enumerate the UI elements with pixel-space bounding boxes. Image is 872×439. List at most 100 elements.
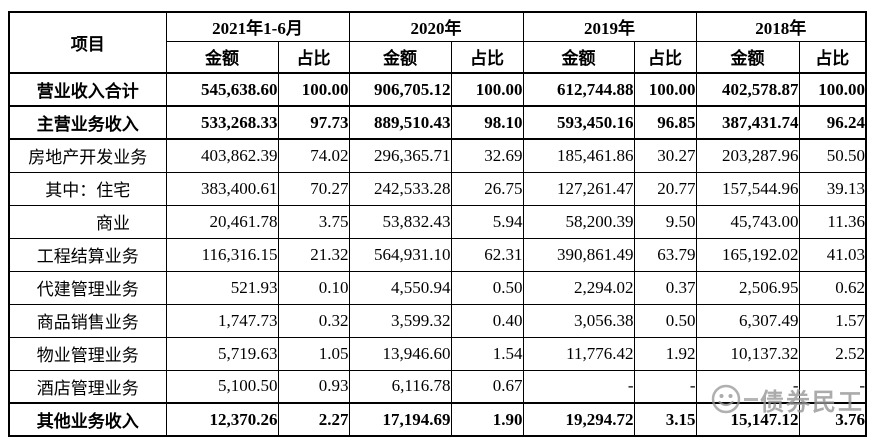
ratio-cell: 96.24 xyxy=(798,105,867,140)
amount-cell: - xyxy=(522,369,635,404)
amount-cell: 889,510.43 xyxy=(348,105,452,140)
ratio-cell: 0.50 xyxy=(633,303,697,338)
row-label: 其他业务收入 xyxy=(8,402,167,437)
amount-cell: 19,294.72 xyxy=(522,402,635,437)
amount-cell: 6,307.49 xyxy=(695,303,800,338)
column-header-ratio: 占比 xyxy=(450,40,524,74)
amount-cell: 593,450.16 xyxy=(522,105,635,140)
amount-cell: 11,776.42 xyxy=(522,336,635,371)
ratio-cell: 1.90 xyxy=(450,402,524,437)
ratio-cell: 96.85 xyxy=(633,105,697,140)
ratio-cell: 0.32 xyxy=(277,303,350,338)
amount-cell: 185,461.86 xyxy=(522,138,635,173)
column-header-ratio: 占比 xyxy=(633,40,697,74)
amount-cell: 12,370.26 xyxy=(165,402,279,437)
amount-cell: 402,578.87 xyxy=(695,72,800,107)
row-label: 酒店管理业务 xyxy=(8,369,167,404)
ratio-cell: 0.10 xyxy=(277,270,350,305)
ratio-cell: 21.32 xyxy=(277,237,350,272)
table-row: 酒店管理业务 5,100.50 0.93 6,116.78 0.67- - - - xyxy=(8,369,867,404)
column-header-amount: 金额 xyxy=(165,40,279,74)
ratio-cell: 9.50 xyxy=(633,204,697,239)
amount-cell: 1,747.73 xyxy=(165,303,279,338)
ratio-cell: - xyxy=(633,369,697,404)
ratio-cell: 0.62 xyxy=(798,270,867,305)
table-row: 房地产开发业务 403,862.39 74.02 296,365.71 32.69 185… xyxy=(8,138,867,173)
ratio-cell: 74.02 xyxy=(277,138,350,173)
ratio-cell: 0.67 xyxy=(450,369,524,404)
amount-cell: 15,147.12 xyxy=(695,402,800,437)
ratio-cell: 11.36 xyxy=(798,204,867,239)
amount-cell: 127,261.47 xyxy=(522,171,635,206)
ratio-cell: 30.27 xyxy=(633,138,697,173)
ratio-cell: - xyxy=(798,369,867,404)
ratio-cell: 2.52 xyxy=(798,336,867,371)
column-header-period-2021: 2021年1-6月 xyxy=(165,11,350,42)
ratio-cell: 0.40 xyxy=(450,303,524,338)
table-row: 物业管理业务 5,719.63 1.05 13,946.60 1.54 11,776.42… xyxy=(8,336,867,371)
ratio-cell: 1.54 xyxy=(450,336,524,371)
column-header-amount: 金额 xyxy=(348,40,452,74)
ratio-cell: 39.13 xyxy=(798,171,867,206)
amount-cell: 6,116.78 xyxy=(348,369,452,404)
row-label: 代建管理业务 xyxy=(8,270,167,305)
amount-cell: 10,137.32 xyxy=(695,336,800,371)
ratio-cell: 0.37 xyxy=(633,270,697,305)
amount-cell: 53,832.43 xyxy=(348,204,452,239)
ratio-cell: 100.00 xyxy=(633,72,697,107)
ratio-cell: 100.00 xyxy=(798,72,867,107)
ratio-cell: 63.79 xyxy=(633,237,697,272)
amount-cell: 533,268.33 xyxy=(165,105,279,140)
column-header-amount: 金额 xyxy=(522,40,635,74)
revenue-breakdown-table: 项目 2021年1-6月 2020年 2019年 2018年 金额 占比 金额 … xyxy=(8,11,868,437)
row-label: 房地产开发业务 xyxy=(8,138,167,173)
ratio-cell: 20.77 xyxy=(633,171,697,206)
ratio-cell: 1.05 xyxy=(277,336,350,371)
table-row: 商业 20,461.78 3.75 53,832.43 5.94 58,200.39 9.5… xyxy=(8,204,867,239)
amount-cell: 521.93 xyxy=(165,270,279,305)
row-label: 商品销售业务 xyxy=(8,303,167,338)
table-header: 项目 2021年1-6月 2020年 2019年 2018年 金额 占比 金额 … xyxy=(8,11,867,74)
amount-cell: 4,550.94 xyxy=(348,270,452,305)
amount-cell: 545,638.60 xyxy=(165,72,279,107)
ratio-cell: 5.94 xyxy=(450,204,524,239)
row-label: 物业管理业务 xyxy=(8,336,167,371)
ratio-cell: 0.93 xyxy=(277,369,350,404)
ratio-cell: 26.75 xyxy=(450,171,524,206)
ratio-cell: 3.75 xyxy=(277,204,350,239)
amount-cell: 20,461.78 xyxy=(165,204,279,239)
ratio-cell: 97.73 xyxy=(277,105,350,140)
amount-cell: 157,544.96 xyxy=(695,171,800,206)
amount-cell: 5,100.50 xyxy=(165,369,279,404)
ratio-cell: 1.57 xyxy=(798,303,867,338)
amount-cell: 165,192.02 xyxy=(695,237,800,272)
amount-cell: 3,599.32 xyxy=(348,303,452,338)
column-header-period-2018: 2018年 xyxy=(695,11,867,42)
amount-cell: 390,861.49 xyxy=(522,237,635,272)
ratio-cell: 100.00 xyxy=(277,72,350,107)
amount-cell: - xyxy=(695,369,800,404)
amount-cell: 564,931.10 xyxy=(348,237,452,272)
table-row: 其他业务收入 12,370.26 2.27 17,194.69 1.90 19,294.7… xyxy=(8,402,867,437)
column-header-ratio: 占比 xyxy=(798,40,867,74)
table-row: 商品销售业务 1,747.73 0.32 3,599.32 0.40 3,056.38 0.… xyxy=(8,303,867,338)
amount-cell: 17,194.69 xyxy=(348,402,452,437)
amount-cell: 612,744.88 xyxy=(522,72,635,107)
amount-cell: 383,400.61 xyxy=(165,171,279,206)
column-header-item: 项目 xyxy=(8,11,167,74)
table-row: 营业收入合计 545,638.60 100.00 906,705.12 100.00 61… xyxy=(8,72,867,107)
ratio-cell: 3.15 xyxy=(633,402,697,437)
row-label: 营业收入合计 xyxy=(8,72,167,107)
row-label: 工程结算业务 xyxy=(8,237,167,272)
amount-cell: 906,705.12 xyxy=(348,72,452,107)
ratio-cell: 62.31 xyxy=(450,237,524,272)
ratio-cell: 3.76 xyxy=(798,402,867,437)
amount-cell: 2,294.02 xyxy=(522,270,635,305)
amount-cell: 387,431.74 xyxy=(695,105,800,140)
amount-cell: 45,743.00 xyxy=(695,204,800,239)
amount-cell: 296,365.71 xyxy=(348,138,452,173)
amount-cell: 2,506.95 xyxy=(695,270,800,305)
amount-cell: 3,056.38 xyxy=(522,303,635,338)
row-label: 商业 xyxy=(8,204,167,239)
